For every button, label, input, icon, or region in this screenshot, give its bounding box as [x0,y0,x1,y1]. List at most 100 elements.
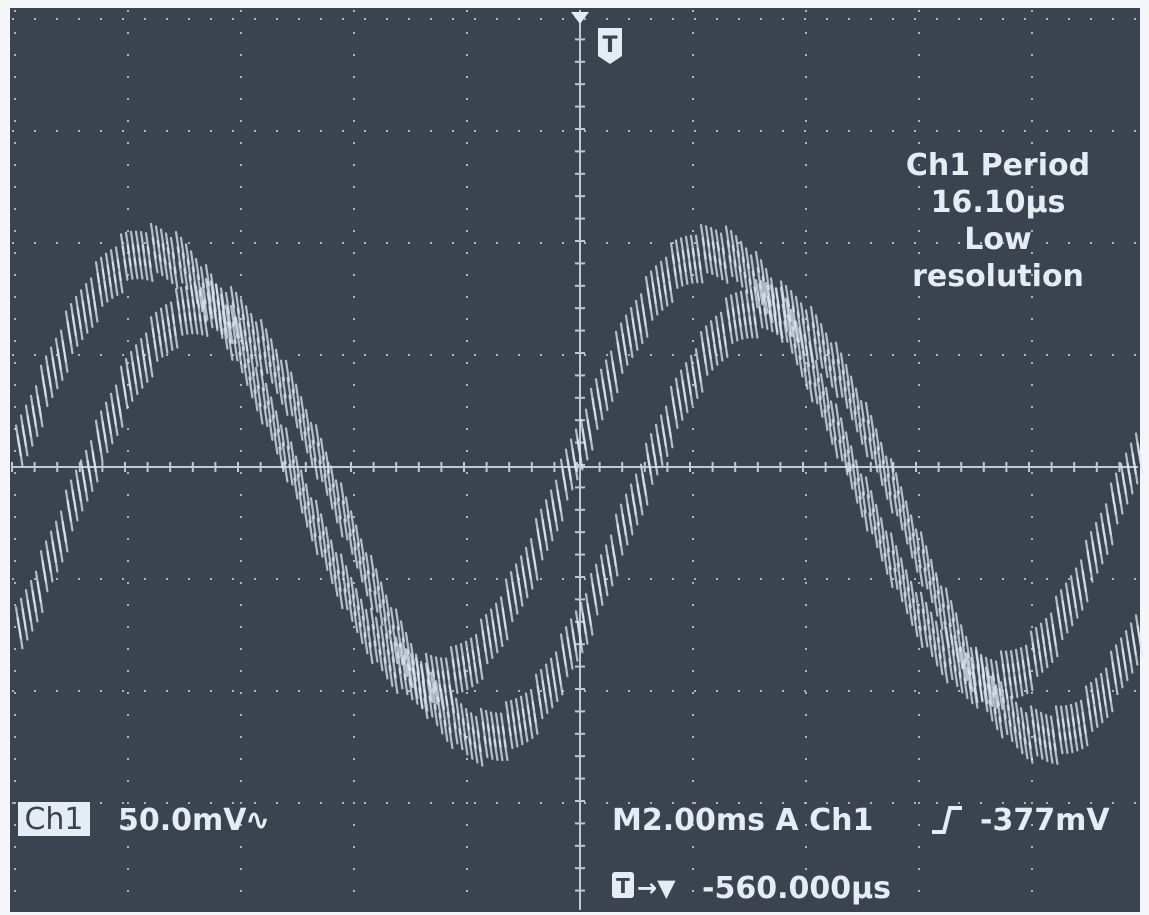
trace-segment [738,317,744,340]
trace-segment [1058,617,1064,641]
trace-segment [1063,731,1069,755]
position-marker: T [616,874,630,898]
trace-segment [743,271,749,294]
trace-segment [1103,532,1109,556]
trace-segment [881,459,887,482]
trace-segment [28,424,34,447]
trace-segment [831,418,837,441]
trace-segment [333,501,339,524]
trace-segment [829,400,836,423]
trace-segment [289,441,296,464]
waveform [14,222,1144,767]
channel-badge [18,802,90,836]
trace-segment [1053,635,1059,658]
trace-segment [48,560,54,583]
trace-segment [738,265,744,288]
trace-segment [376,586,382,609]
trace-segment [394,608,401,631]
trace-segment [1033,654,1039,677]
trace-segment [278,382,284,405]
trace-segment [643,315,649,338]
trace-segment [891,476,897,499]
trace-segment [1073,729,1079,752]
trace-segment [1108,690,1114,713]
trace-segment [448,726,454,750]
trace-segment [931,576,937,599]
trace-segment [698,261,704,284]
trace-segment [758,283,764,306]
trace-segment [274,410,281,433]
trace-segment [248,376,254,399]
trace-segment [48,375,54,399]
trace-segment [296,473,302,496]
trace-segment [863,435,869,458]
trace-segment [423,697,429,720]
trace-segment [298,418,304,441]
trace-segment [894,472,901,495]
trace-segment [28,609,34,632]
trace-segment [233,339,239,362]
trace-segment [358,621,364,645]
trace-segment [558,673,564,696]
trace-segment [573,458,579,481]
trace-segment [263,351,269,375]
trace-segment [304,483,311,506]
trace-segment [88,305,94,328]
trace-segment [583,438,589,461]
trace-segment [841,435,847,458]
trace-segment [851,392,857,416]
trace-segment [578,448,584,471]
trace-segment [914,528,921,551]
trace-segment [324,526,331,549]
trace-segment [291,459,297,482]
trace-segment [613,371,619,394]
trace-segment [929,558,936,581]
measurement-note: resolution [912,259,1084,294]
trace-segment [128,379,134,402]
trace-segment [1133,462,1139,485]
trace-segment [493,738,499,761]
trace-segment [1003,712,1009,736]
trace-segment [334,552,341,575]
trace-segment [251,371,257,394]
trace-segment [853,481,859,504]
trace-segment [168,261,174,285]
trace-segment [1088,709,1094,732]
trace-segment [488,636,494,660]
trace-segment [303,431,309,454]
trace-segment [638,493,644,516]
trace-segment [513,725,519,748]
trace-segment [603,388,609,412]
trace-segment [383,657,389,680]
trace-segment [983,690,989,713]
trace-segment [844,431,851,454]
trigger-badge [598,28,622,64]
trace-segment [133,372,139,396]
trace-segment [1133,643,1139,666]
trace-segment [118,271,124,294]
trace-segment [398,667,404,690]
trace-segment [528,716,534,739]
trace-segment [703,353,709,376]
trace-segment [1043,646,1049,669]
trace-segment [158,254,164,277]
trace-segment [808,341,814,364]
trace-segment [453,671,459,695]
trace-segment [523,720,529,743]
trace-segment [1038,650,1044,673]
trace-segment [618,351,624,374]
trace-segment [258,402,264,425]
trace-segment [1023,737,1029,760]
trigger-arrow [571,12,589,24]
trace-segment [608,379,614,403]
trace-segment [733,319,739,342]
trace-segment [463,668,469,691]
trace-segment [293,406,299,429]
trace-segment [1108,523,1114,546]
trace-segment [848,467,854,490]
trace-segment [939,585,946,608]
trace-segment [373,640,379,663]
trace-segment [933,644,939,667]
trace-segment [273,432,279,455]
trace-segment [898,580,904,603]
